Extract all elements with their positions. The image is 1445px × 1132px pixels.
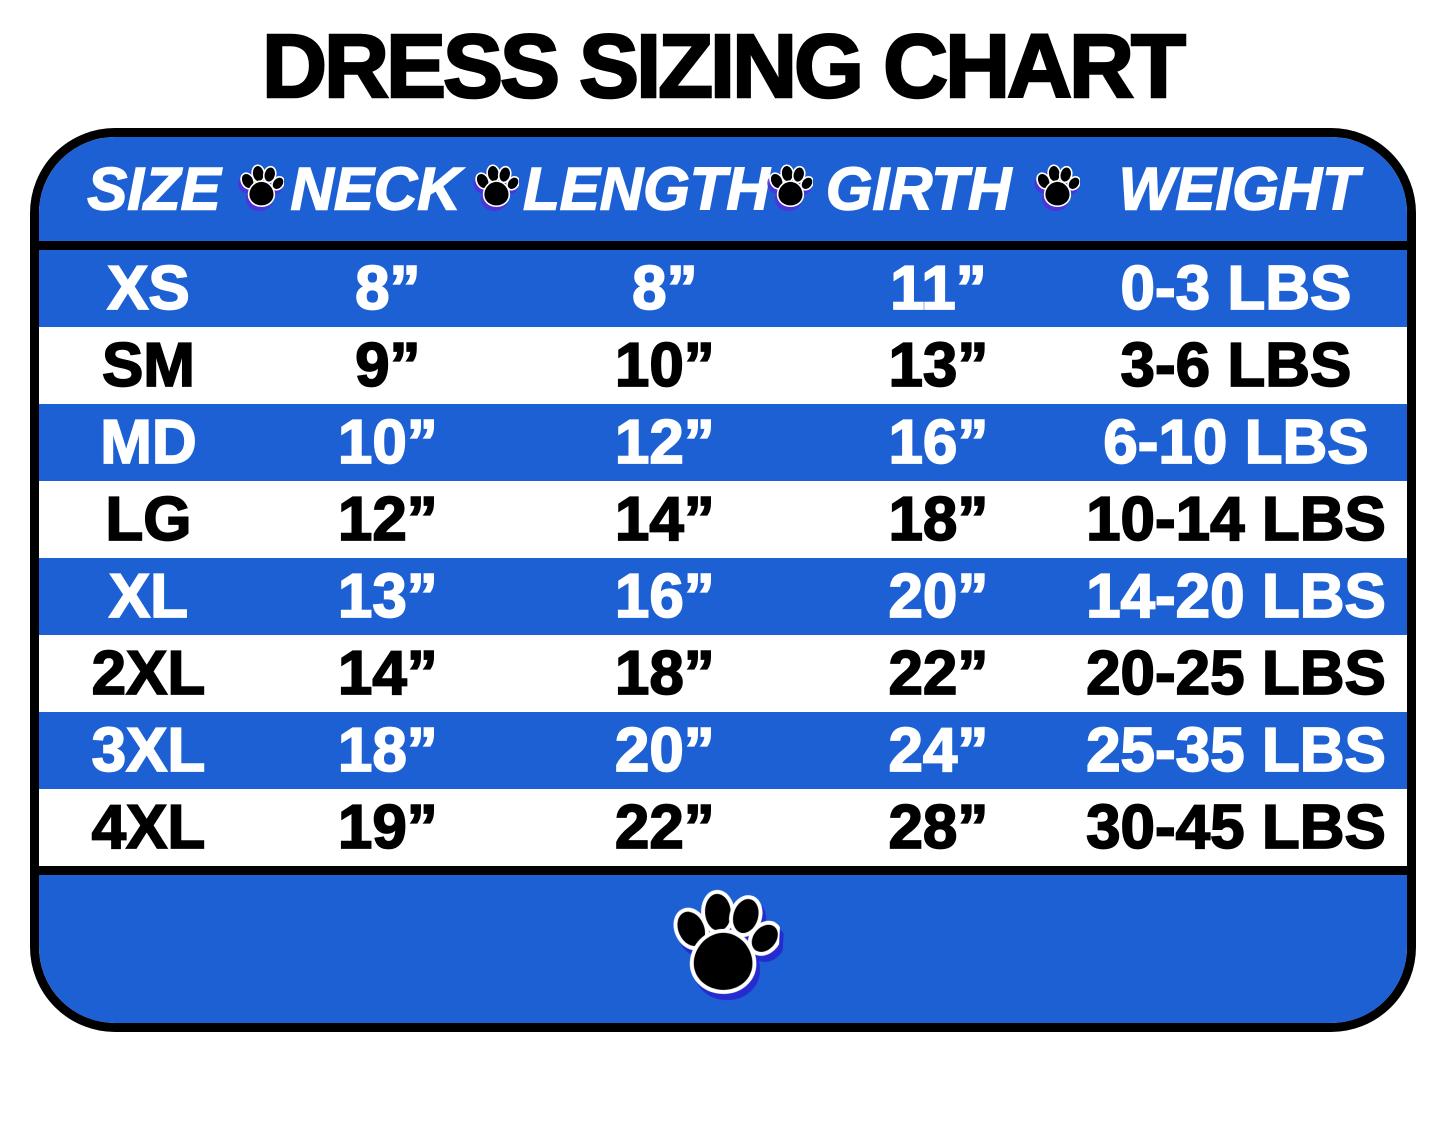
neck-cell: 8” [354, 253, 421, 324]
table-row: XL 13” 16” 20” 14-20 LBS [39, 558, 1407, 635]
length-cell: 12” [614, 407, 716, 478]
column-header-neck: NECK [290, 155, 462, 224]
girth-cell: 16” [888, 407, 990, 478]
neck-cell: 12” [337, 484, 439, 555]
length-cell: 8” [631, 253, 698, 324]
table-row: LG 12” 14” 18” 10-14 LBS [39, 481, 1407, 558]
neck-cell: 13” [337, 561, 439, 632]
size-cell: SM [101, 330, 196, 401]
weight-cell: 6-10 LBS [1102, 407, 1369, 478]
table-row: MD 10” 12” 16” 6-10 LBS [39, 404, 1407, 481]
paw-icon [1034, 159, 1080, 220]
neck-cell: 19” [337, 792, 439, 863]
girth-cell: 18” [888, 484, 990, 555]
weight-cell: 20-25 LBS [1085, 638, 1387, 709]
length-cell: 20” [614, 715, 716, 786]
size-cell: 4XL [91, 792, 206, 863]
header-divider [39, 241, 1407, 250]
length-cell: 16” [614, 561, 716, 632]
column-header-size: SIZE [86, 155, 221, 224]
weight-cell: 0-3 LBS [1120, 253, 1353, 324]
footer-band [39, 875, 1407, 1023]
size-cell: 3XL [91, 715, 206, 786]
girth-cell: 28” [888, 792, 990, 863]
size-cell: XS [106, 253, 190, 324]
weight-cell: 14-20 LBS [1085, 561, 1387, 632]
column-header-weight: WEIGHT [1118, 155, 1359, 224]
table-header-row: SIZE NECK LENGTH GIRTH WEIGHT [39, 137, 1407, 241]
column-header-girth: GIRTH [825, 155, 1012, 224]
size-cell: XL [108, 561, 189, 632]
girth-cell: 20” [888, 561, 990, 632]
weight-cell: 25-35 LBS [1085, 715, 1387, 786]
neck-cell: 18” [337, 715, 439, 786]
girth-cell: 22” [888, 638, 990, 709]
girth-cell: 11” [889, 253, 987, 324]
paw-icon [667, 891, 779, 1008]
chart-title: DRESS SIZING CHART [261, 16, 1188, 119]
table-row: 3XL 18” 20” 24” 25-35 LBS [39, 712, 1407, 789]
table-row: 2XL 14” 18” 22” 20-25 LBS [39, 635, 1407, 712]
length-cell: 14” [614, 484, 716, 555]
neck-cell: 9” [354, 330, 421, 401]
size-cell: MD [99, 407, 197, 478]
footer-divider [39, 866, 1407, 875]
weight-cell: 10-14 LBS [1085, 484, 1387, 555]
weight-cell: 3-6 LBS [1120, 330, 1353, 401]
length-cell: 10” [614, 330, 716, 401]
neck-cell: 10” [337, 407, 439, 478]
paw-icon [238, 159, 284, 220]
girth-cell: 24” [888, 715, 990, 786]
table-row: 4XL 19” 22” 28” 30-45 LBS [39, 789, 1407, 866]
size-cell: LG [105, 484, 193, 555]
weight-cell: 30-45 LBS [1085, 792, 1387, 863]
table-row: XS 8” 8” 11” 0-3 LBS [39, 250, 1407, 327]
paw-icon [767, 159, 813, 220]
table-row: SM 9” 10” 13” 3-6 LBS [39, 327, 1407, 404]
girth-cell: 13” [888, 330, 990, 401]
neck-cell: 14” [337, 638, 439, 709]
length-cell: 22” [614, 792, 716, 863]
length-cell: 18” [614, 638, 716, 709]
sizing-chart-card: SIZE NECK LENGTH GIRTH WEIGHT XS 8” 8” 1… [30, 128, 1416, 1032]
column-header-length: LENGTH [522, 155, 770, 224]
size-cell: 2XL [91, 638, 206, 709]
paw-icon [473, 159, 519, 220]
